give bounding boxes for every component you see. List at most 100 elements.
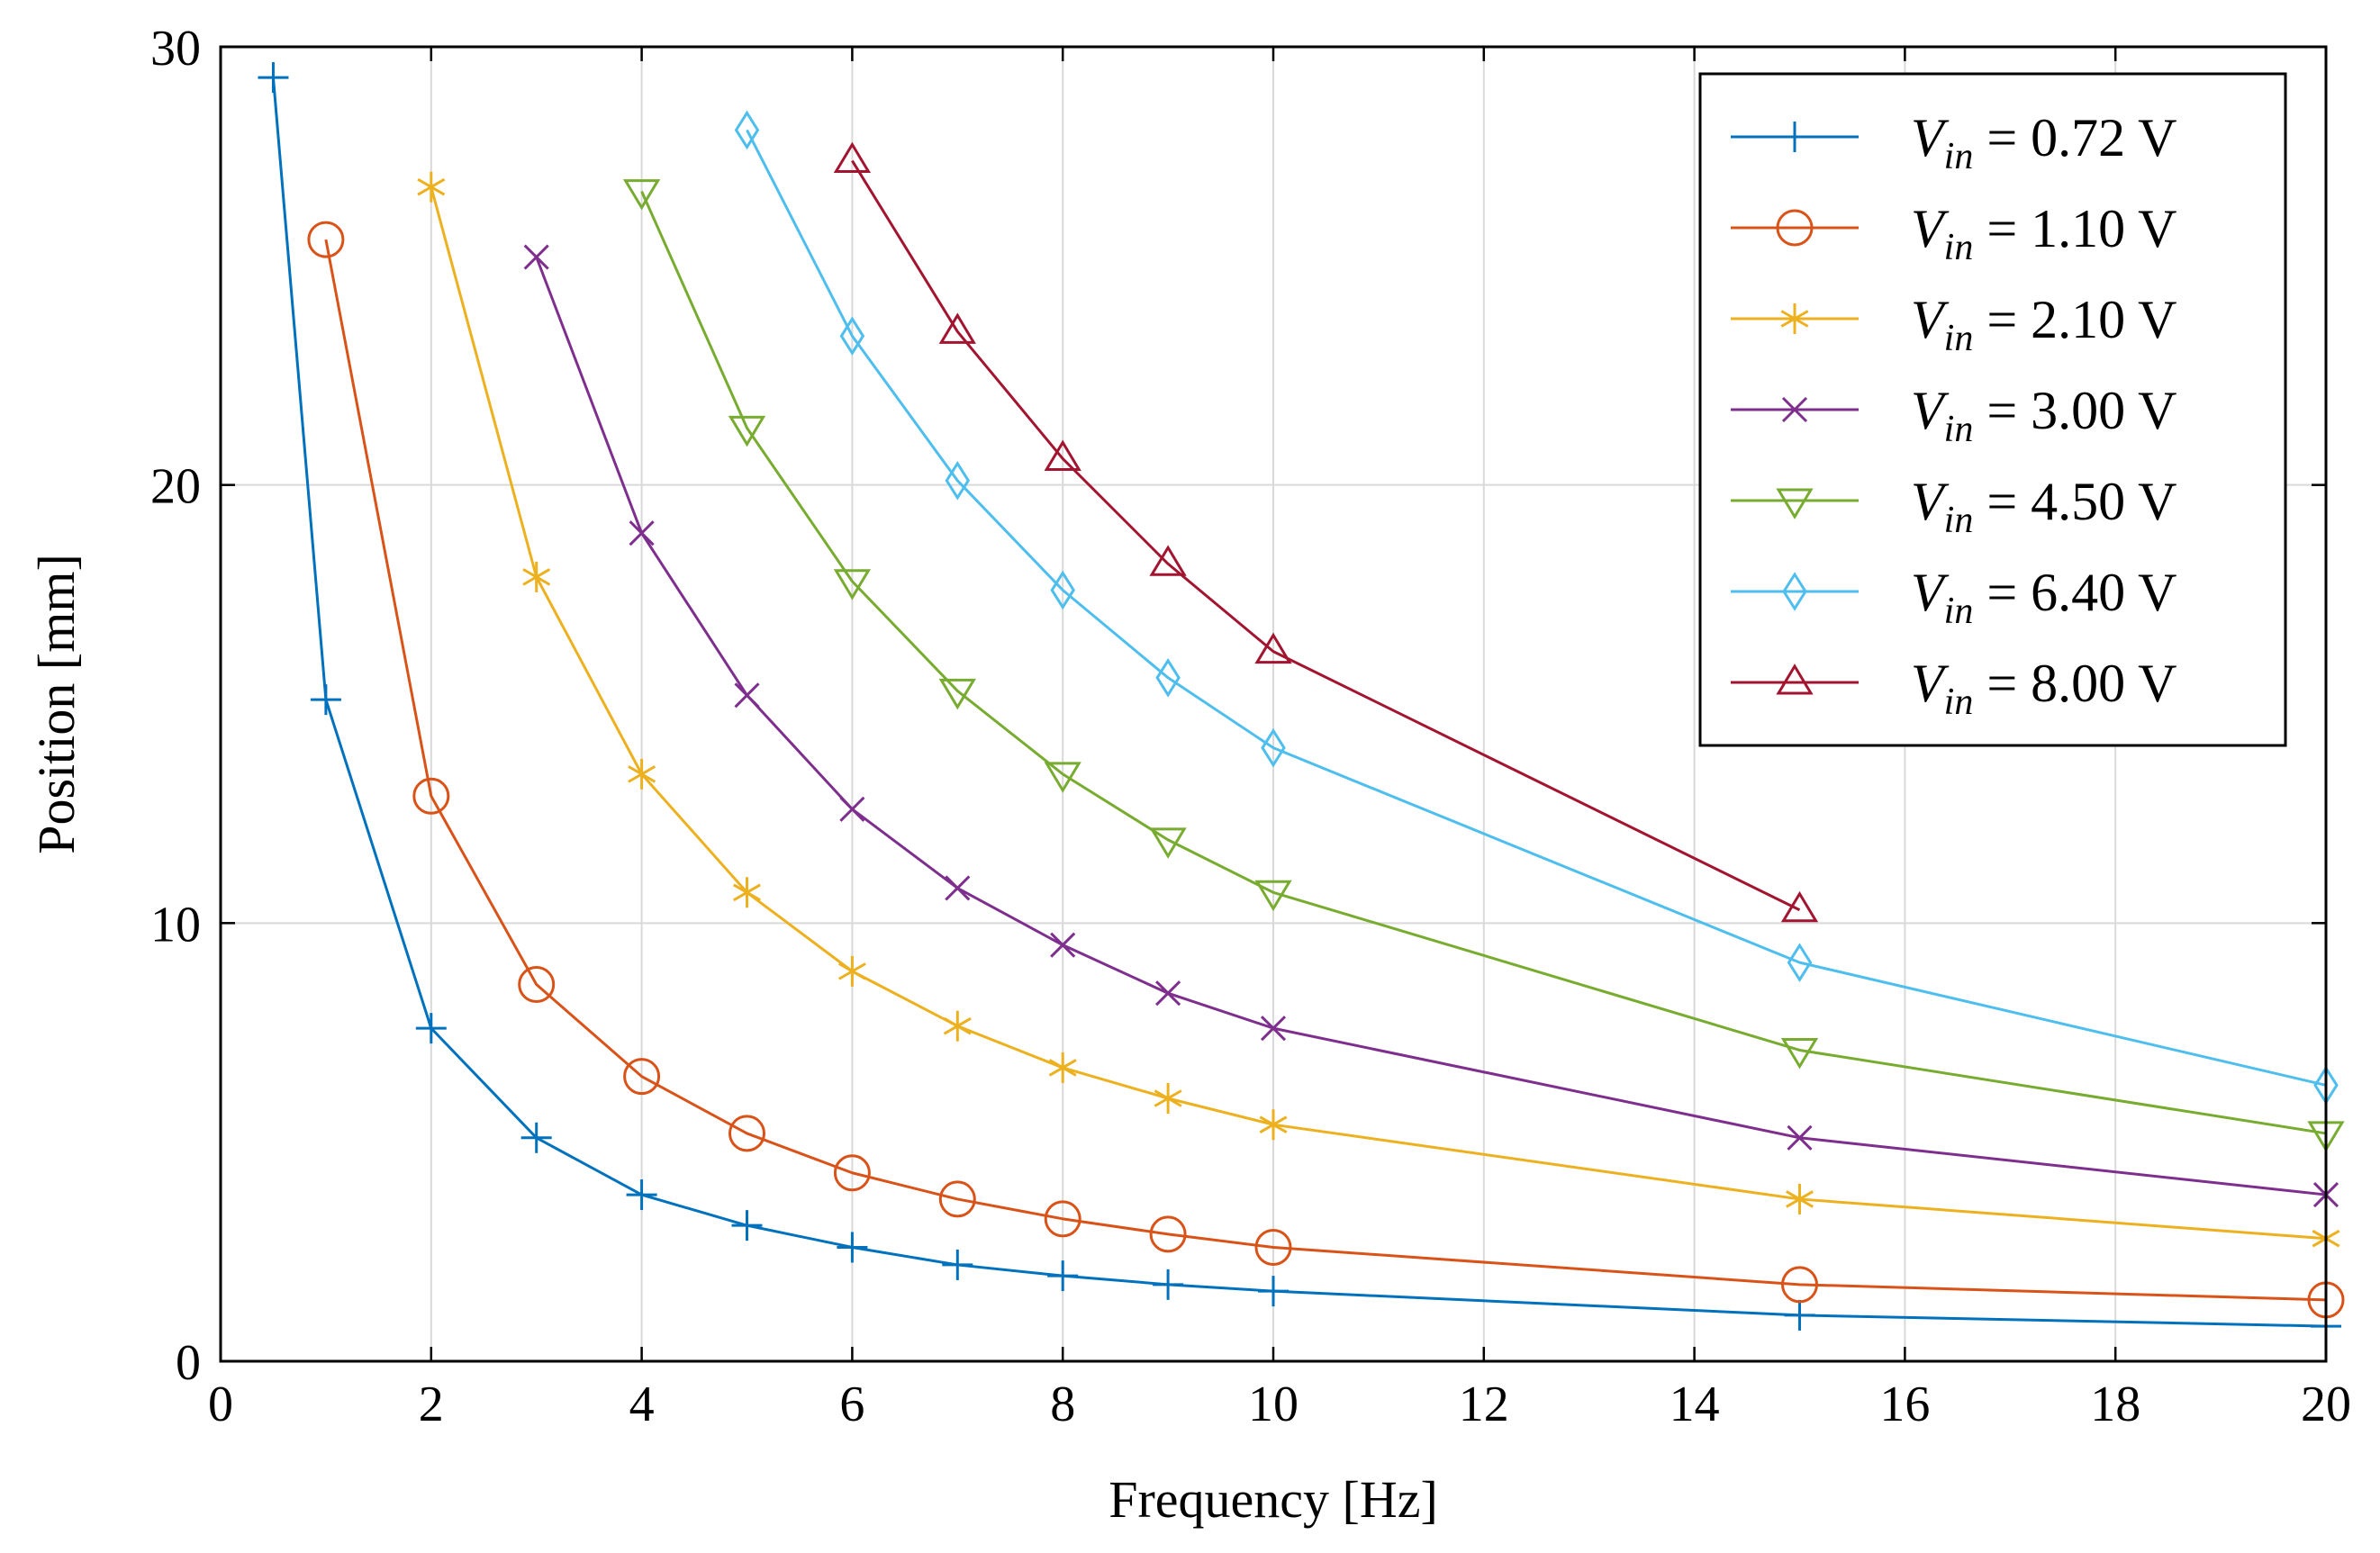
legend-label: Vin = 2.10 V: [1911, 290, 2176, 359]
data-point: [837, 1232, 868, 1263]
data-point: [833, 569, 872, 600]
legend-entry: Vin = 6.40 V: [1731, 563, 2176, 632]
data-point: [1254, 1228, 1292, 1266]
series-line: [746, 129, 2327, 1087]
y-tick-label: 10: [150, 897, 201, 953]
data-point: [1787, 943, 1813, 982]
legend-entry: Vin = 3.00 V: [1731, 381, 2176, 450]
x-axis-label: Frequency [Hz]: [1109, 1470, 1438, 1529]
legend-entry: Vin = 1.10 V: [1731, 199, 2176, 268]
series-3: [417, 171, 2340, 1254]
legend-marker: [1781, 396, 1808, 423]
data-point: [1149, 545, 1187, 576]
legend-marker: [1779, 122, 1810, 152]
data-point: [417, 171, 446, 203]
data-point: [626, 1179, 657, 1211]
data-point: [415, 1013, 447, 1044]
series-2: [307, 221, 2345, 1319]
x-tick-label: 10: [1248, 1377, 1299, 1432]
data-point: [412, 777, 450, 815]
data-point: [839, 796, 865, 822]
data-point: [833, 141, 872, 174]
data-point: [1149, 1215, 1187, 1253]
series-4: [523, 244, 2339, 1208]
legend-label: Vin = 6.40 V: [1911, 563, 2176, 632]
data-point: [1044, 762, 1081, 793]
legend-entry: Vin = 8.00 V: [1731, 654, 2176, 723]
x-tick-label: 18: [2090, 1377, 2140, 1432]
legend-entry: Vin = 2.10 V: [1731, 290, 2176, 359]
data-point: [518, 965, 556, 1003]
x-tick-label: 6: [839, 1377, 864, 1432]
data-point: [622, 179, 661, 211]
x-tick-label: 14: [1670, 1377, 1720, 1432]
data-point: [310, 684, 341, 716]
data-point: [734, 110, 760, 150]
series-7: [833, 141, 1819, 923]
data-point: [1780, 890, 1819, 923]
legend-label: Vin = 4.50 V: [1911, 472, 2176, 541]
series-line: [535, 257, 2327, 1196]
legend-marker: [1776, 209, 1814, 247]
series-line: [640, 190, 2327, 1135]
legend-label: Vin = 1.10 V: [1911, 199, 2176, 268]
data-point: [1149, 827, 1187, 859]
data-point: [1153, 1269, 1184, 1300]
data-point: [1048, 1052, 1077, 1083]
axis-ticks: 0 2 4 6 8 10 12 14 16 18 20 0 10 20 30: [150, 21, 2351, 1432]
data-point: [1261, 727, 1286, 768]
data-point: [938, 678, 976, 710]
data-point: [833, 1154, 871, 1192]
legend-marker: [1776, 488, 1814, 519]
data-point: [1258, 1276, 1289, 1307]
data-point: [1781, 1266, 1818, 1304]
data-point: [945, 875, 971, 901]
data-point: [1254, 632, 1292, 664]
data-point: [734, 682, 760, 709]
data-point: [258, 62, 289, 94]
legend-entry: Vin = 4.50 V: [1731, 472, 2176, 541]
y-tick-label: 0: [176, 1335, 201, 1391]
y-axis-label: Position [mm]: [27, 554, 86, 854]
data-point: [945, 460, 971, 501]
legend-label: Vin = 3.00 V: [1911, 381, 2176, 450]
data-point: [837, 955, 866, 987]
data-point: [728, 1115, 765, 1152]
x-tick-label: 12: [1459, 1377, 1509, 1432]
data-point: [520, 1122, 552, 1153]
series-line: [324, 239, 2327, 1302]
data-point: [1044, 1200, 1081, 1238]
legend-marker: [1780, 303, 1809, 334]
data-point: [629, 520, 655, 546]
data-point: [1260, 1016, 1287, 1042]
legend-entry: Vin = 0.72 V: [1731, 108, 2176, 177]
x-tick-label: 20: [2301, 1377, 2351, 1432]
data-point: [731, 1210, 763, 1241]
data-point: [1786, 1183, 1814, 1214]
data-point: [1254, 880, 1292, 912]
data-point: [1155, 657, 1181, 698]
data-point: [942, 1249, 973, 1280]
legend-marker: [1782, 572, 1807, 611]
data-point: [1044, 439, 1081, 471]
series-1: [258, 62, 2341, 1342]
data-point: [1050, 932, 1076, 958]
data-point: [522, 561, 551, 592]
data-point: [1155, 980, 1181, 1007]
legend-label: Vin = 0.72 V: [1911, 108, 2176, 177]
data-point: [623, 1058, 661, 1096]
data-point: [938, 1180, 976, 1218]
data-point: [1259, 1109, 1288, 1141]
data-point: [628, 758, 656, 790]
series-line: [851, 159, 1801, 912]
data-point: [523, 244, 549, 270]
data-point: [307, 221, 345, 258]
x-tick-label: 0: [208, 1377, 233, 1432]
data-point: [1780, 1037, 1819, 1070]
legend-marker: [1776, 664, 1814, 695]
data-point: [1787, 1124, 1813, 1151]
data-point: [943, 1010, 972, 1042]
data-point: [839, 316, 865, 357]
data-point: [728, 415, 766, 447]
